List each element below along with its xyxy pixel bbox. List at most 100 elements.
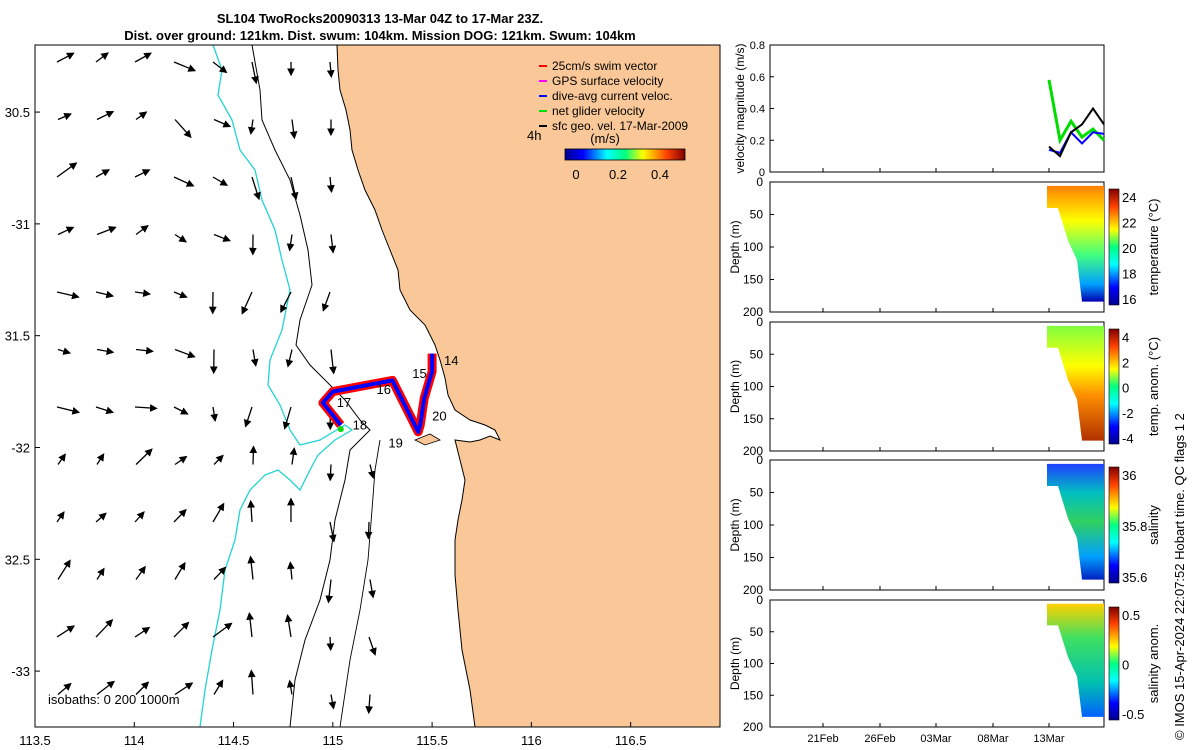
map-y-tick-label: -32 <box>11 440 30 455</box>
salinity-panel: 0 50 100 150 200 Depth (m) 35.6 35.8 36 salinity <box>728 453 1161 597</box>
current-arrow <box>96 111 115 121</box>
current-arrow <box>328 234 337 254</box>
panel-y-tick-label: 100 <box>743 380 763 394</box>
current-arrow <box>251 176 261 201</box>
chart-subtitle: Dist. over ground: 121km. Dist. swum: 10… <box>124 28 636 43</box>
current-arrow <box>247 669 256 695</box>
map-x-tick-label: 116 <box>521 733 542 748</box>
colorbar-tick-label: 36 <box>1122 468 1136 483</box>
panel-y-tick-label: 0.6 <box>750 72 765 84</box>
day-label: 20 <box>432 409 446 424</box>
current-arrow <box>57 226 75 236</box>
colorbar-title: (m/s) <box>590 131 620 146</box>
panel-frame <box>769 44 1105 173</box>
panel-y-tick-label: 0.2 <box>750 135 765 147</box>
current-arrow <box>134 169 151 178</box>
current-arrow <box>289 447 298 465</box>
day-label: 16 <box>377 382 391 397</box>
map-y-tick-label: -31 <box>11 217 30 232</box>
panel-y-tick-label: 50 <box>750 208 764 222</box>
panel-y-tick-label: 200 <box>743 305 763 319</box>
current-arrow <box>95 169 111 178</box>
current-arrow <box>95 512 107 523</box>
current-arrow <box>96 347 115 355</box>
current-arrow <box>56 406 81 415</box>
map-y-tick-label: 32.5 <box>5 552 30 567</box>
panel-colorbar <box>1108 466 1120 584</box>
current-arrow <box>56 511 65 523</box>
current-arrow <box>247 555 256 580</box>
colorbar-tick-label: -2 <box>1122 406 1134 421</box>
current-arrow <box>57 453 66 465</box>
current-arrow <box>173 291 188 299</box>
temp-anom-panel: 0 50 100 150 200 Depth (m) -4 -2 0 2 4 temp. anom. … <box>728 315 1161 458</box>
glider-end-marker <box>337 426 344 433</box>
colorbar-label: salinity <box>1146 505 1161 545</box>
current-arrow <box>247 499 256 523</box>
colorbar-tick-label: 0.4 <box>651 167 669 182</box>
speed-colorbar <box>564 148 686 161</box>
temperature-panel: 0 50 100 150 200 Depth (m) 16 18 20 22 24 temperatu… <box>728 175 1161 319</box>
map-y-tick-label: 30.5 <box>5 105 30 120</box>
current-arrow <box>134 52 152 63</box>
panel-y-tick-label: 150 <box>743 273 763 287</box>
current-arrow <box>173 621 190 638</box>
panel-colorbar <box>1108 188 1120 306</box>
current-arrow <box>326 176 335 194</box>
current-arrow <box>251 61 259 85</box>
colorbar-tick-label: 4 <box>1122 330 1129 345</box>
panel-y-tick-label: 100 <box>743 518 763 532</box>
current-arrow <box>364 521 373 540</box>
current-arrow <box>95 619 114 638</box>
panel-y-tick-label: 150 <box>743 551 763 565</box>
current-arrow <box>243 406 253 428</box>
legend-label: 25cm/s swim vector <box>552 59 657 73</box>
panel-y-tick-label: 0.8 <box>750 40 765 52</box>
current-arrow <box>325 579 334 604</box>
day-label: 18 <box>353 418 367 433</box>
current-arrow <box>173 176 195 187</box>
current-arrow <box>174 561 186 580</box>
panel-y-tick-label: 0 <box>756 593 763 607</box>
current-arrow <box>95 406 115 415</box>
current-arrow <box>368 636 377 656</box>
current-arrow <box>56 162 78 178</box>
map-x-tick-label: 115.5 <box>416 733 448 748</box>
colorbar-tick-label: 0 <box>1122 658 1129 673</box>
legend-label: net glider velocity <box>552 104 645 118</box>
colorbar-label: temp. anom. (°C) <box>1146 337 1161 436</box>
current-arrow <box>57 559 71 580</box>
current-arrow <box>326 464 335 482</box>
time-scale-label: 4h <box>527 128 541 143</box>
panel-ylabel: Depth (m) <box>728 637 742 690</box>
current-arrow <box>135 681 150 695</box>
panel-y-tick-label: 0 <box>756 453 763 467</box>
colorbar-tick-label: 20 <box>1122 241 1136 256</box>
isobath-legend: isobaths: 0 200 1000m <box>48 692 180 707</box>
current-arrow <box>96 567 105 580</box>
panel-x-tick-label: 03Mar <box>920 733 952 745</box>
current-arrow <box>250 349 259 367</box>
current-arrow <box>135 224 149 236</box>
current-arrow <box>96 680 116 696</box>
current-arrow <box>174 233 187 243</box>
colorbar-tick-label: 24 <box>1122 190 1136 205</box>
panel-ylabel: velocity magnitude (m/s) <box>733 43 747 173</box>
colorbar-tick-label: 22 <box>1122 216 1136 231</box>
chart-title: SL104 TwoRocks20090313 13-Mar 04Z to 17-… <box>216 11 544 26</box>
colorbar-tick-label: 35.8 <box>1122 519 1147 534</box>
day-label: 14 <box>444 353 458 368</box>
glider-track <box>318 353 437 437</box>
panel-y-tick-label: 100 <box>743 240 763 254</box>
current-arrow <box>135 346 154 355</box>
panel-ylabel: Depth (m) <box>728 360 742 413</box>
legend-label: sfc geo. vel. 17-Mar-2009 <box>552 119 688 133</box>
map-x-tick-label: 114.5 <box>218 733 250 748</box>
current-arrow <box>328 694 337 710</box>
map-x-tick-label: 114 <box>124 733 145 748</box>
panel-y-tick-label: 0.4 <box>750 104 765 116</box>
current-arrow <box>284 614 293 638</box>
section-heatmap <box>1047 603 1104 717</box>
